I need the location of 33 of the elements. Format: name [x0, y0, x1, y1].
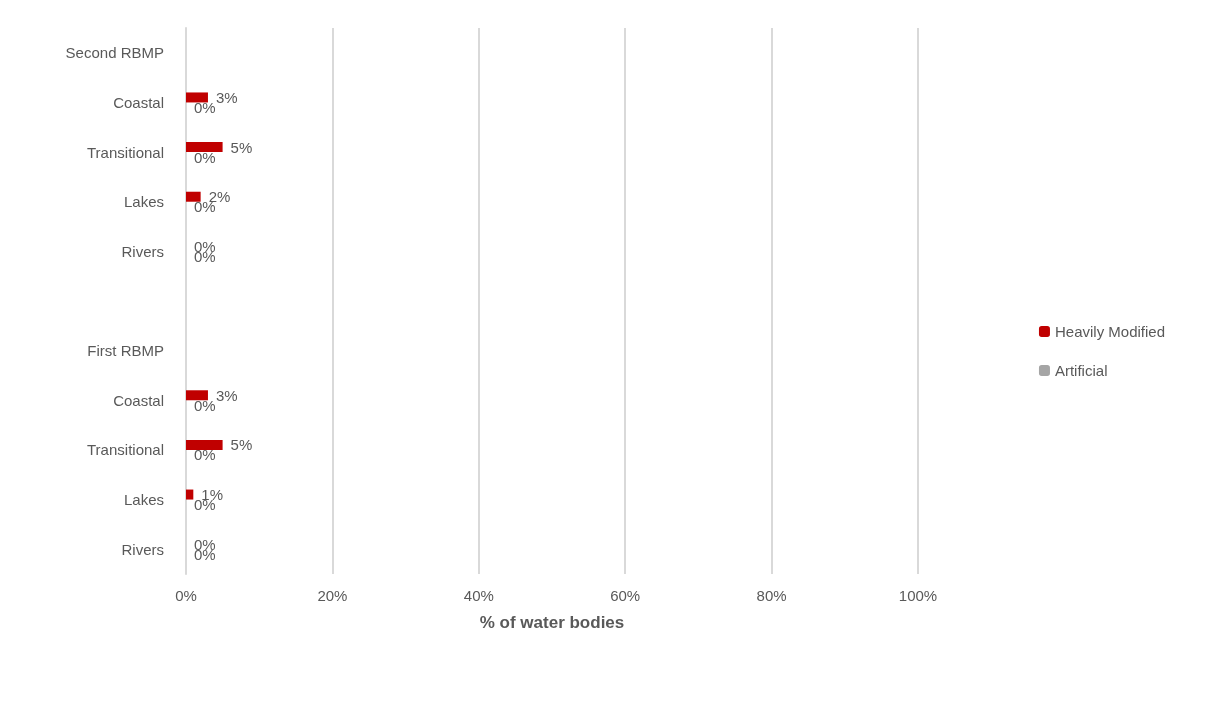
data-label: 5% [230, 138, 253, 156]
data-label: 3% [215, 386, 238, 404]
data-label: 5% [230, 436, 253, 454]
data-label: 0% [194, 98, 216, 116]
x-tick-label: 80% [756, 587, 787, 604]
x-tick-label: 0% [175, 587, 197, 604]
bar [186, 439, 223, 450]
data-label: 3% [215, 88, 238, 106]
x-tick-label: 100% [898, 587, 938, 604]
bar [186, 142, 223, 153]
bar [186, 489, 194, 500]
y-tick-label: Transitional [87, 143, 164, 161]
data-label: 0% [194, 446, 216, 464]
y-tick-label: Coastal [113, 391, 164, 409]
y-tick-label: Lakes [123, 193, 164, 211]
legend-label: Heavily Modified [1054, 323, 1165, 340]
y-tick-label: Rivers [121, 242, 164, 260]
bar [186, 191, 201, 202]
y-tick-label: Coastal [113, 93, 164, 111]
data-label: 0% [194, 148, 216, 166]
x-axis-title: % of water bodies [479, 613, 625, 632]
data-label: 0% [194, 396, 216, 414]
y-tick-label: First RBMP [87, 342, 164, 360]
y-tick-label: Rivers [121, 540, 164, 558]
x-tick-label: 20% [317, 587, 348, 604]
y-tick-label: Lakes [123, 491, 164, 509]
legend-label: Artificial [1054, 362, 1108, 379]
bar [186, 92, 208, 103]
x-tick-label: 60% [610, 587, 641, 604]
bar [186, 390, 208, 401]
y-tick-label: Transitional [87, 441, 164, 459]
x-tick-label: 40% [463, 587, 494, 604]
y-tick-label: Second RBMP [65, 44, 164, 62]
